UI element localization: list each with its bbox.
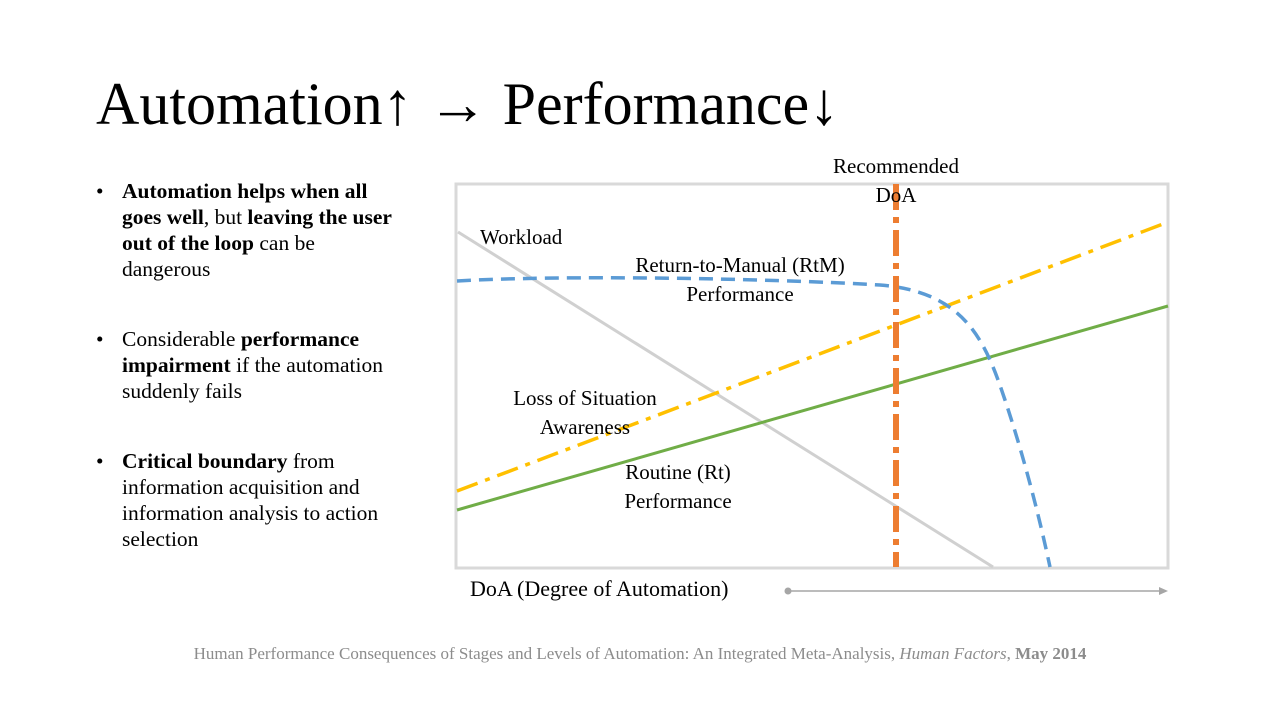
- bullet-item: • Automation helps when all goes well, b…: [96, 178, 406, 282]
- rtm-performance-label: Return-to-Manual (RtM) Performance: [600, 251, 880, 309]
- citation-title: Human Performance Consequences of Stages…: [193, 644, 900, 663]
- bullet-item: • Considerable performance impairment if…: [96, 326, 406, 404]
- loss-sa-label-line: Awareness: [539, 415, 631, 439]
- x-axis-arrow-start: [784, 587, 792, 595]
- bullet-text-bold: performance impairment: [122, 327, 360, 377]
- bullet-dot: •: [96, 327, 104, 351]
- routine-performance-label: Routine (Rt) Performance: [588, 458, 768, 516]
- slide-title: Automation↑ → Performance↓: [96, 71, 840, 137]
- bullet-text-bold: Automation helps when all goes well: [122, 179, 368, 229]
- diagram-frame: [454, 182, 1170, 570]
- bullet-text-bold: Critical boundary: [122, 449, 288, 473]
- citation-journal: Human Factors: [899, 644, 1007, 663]
- recommended-doa-label-line: DoA: [875, 183, 917, 207]
- bullet-text: can be dangerous: [122, 231, 315, 281]
- loss-sa-label-line: Loss of Situation: [513, 386, 657, 410]
- bullet-dot: •: [96, 179, 104, 203]
- recommended-doa-label: Recommended DoA: [796, 152, 996, 210]
- x-axis-arrow-head: [1159, 587, 1168, 595]
- citation-sep: ,: [1006, 644, 1016, 663]
- bullet-dot: •: [96, 449, 104, 473]
- citation-date: May 2014: [1015, 644, 1087, 663]
- rtm-performance-label-line: Return-to-Manual (RtM): [635, 253, 845, 277]
- bullet-text-bold: leaving the user out of the loop: [122, 205, 392, 255]
- citation: Human Performance Consequences of Stages…: [0, 644, 1280, 664]
- loss-of-situation-awareness-label: Loss of Situation Awareness: [485, 384, 685, 442]
- rtm-performance-label-line: Performance: [686, 282, 794, 306]
- bullet-text: from information acquisition and informa…: [122, 449, 379, 551]
- bullet-text: Considerable: [122, 327, 241, 351]
- bullet-text: if the automation suddenly fails: [122, 353, 383, 403]
- bullet-text: , but: [203, 205, 248, 229]
- x-axis-label: DoA (Degree of Automation): [470, 576, 729, 601]
- bullet-item: • Critical boundary from information acq…: [96, 448, 406, 552]
- routine-performance-label-line: Routine (Rt): [625, 460, 731, 484]
- routine-performance-label-line: Performance: [624, 489, 732, 513]
- bullet-list: • Automation helps when all goes well, b…: [96, 178, 406, 552]
- workload-label: Workload: [480, 225, 563, 249]
- recommended-doa-label-line: Recommended: [833, 154, 959, 178]
